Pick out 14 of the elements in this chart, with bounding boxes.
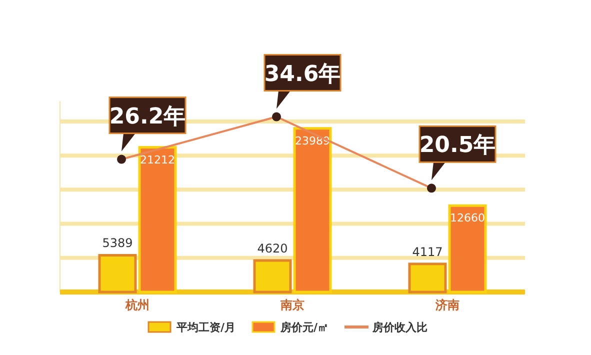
data-label: 34.6年	[264, 62, 341, 87]
data-label: 21212	[140, 153, 175, 166]
data-label: 26.2年	[109, 104, 186, 130]
legend-label: 房价元/㎡	[280, 321, 329, 334]
legend-label: 房价收入比	[372, 321, 428, 334]
legend-label: 平均工资/月	[176, 321, 236, 334]
x-tick-label: 杭州	[124, 298, 150, 312]
data-label: 4117	[412, 244, 443, 259]
data-label: 5389	[102, 236, 133, 250]
x-tick-label: 济南	[434, 298, 460, 312]
data-label: 4620	[257, 241, 288, 256]
data-label: 20.5年	[419, 133, 496, 158]
x-tick-label: 南京	[280, 298, 304, 312]
data-label: 12660	[450, 212, 485, 225]
